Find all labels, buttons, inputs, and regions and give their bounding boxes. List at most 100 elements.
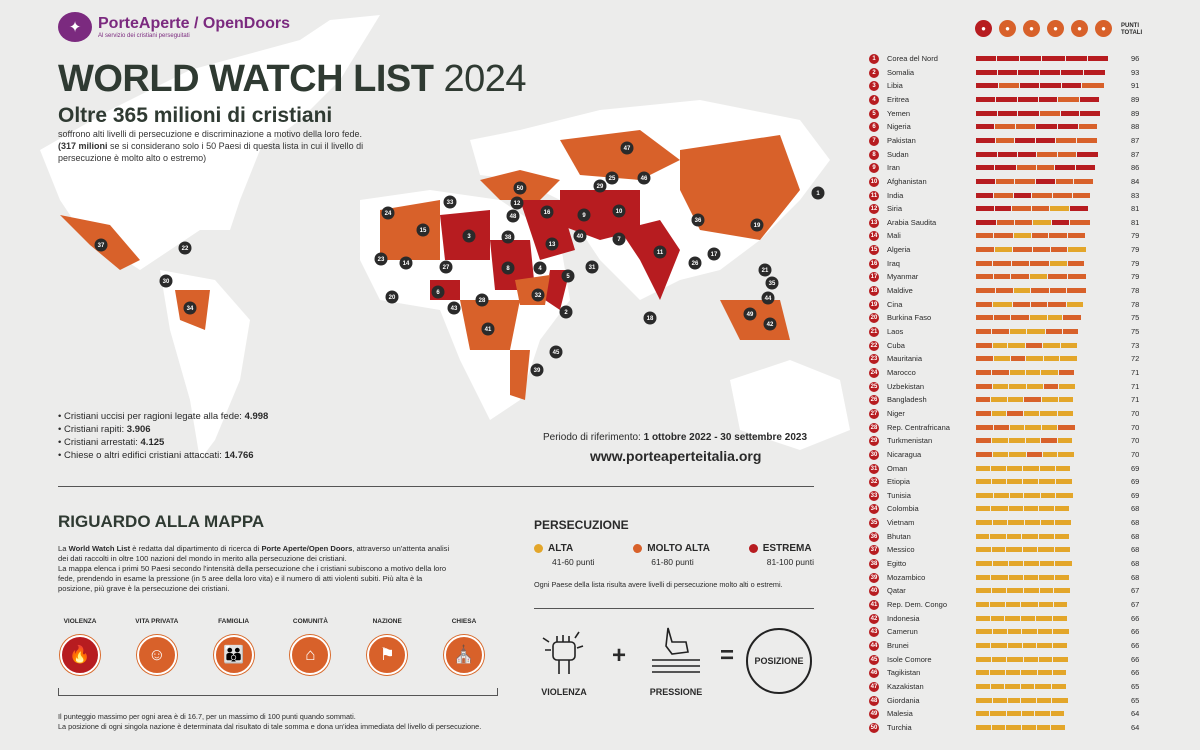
map-pin-marker <box>533 261 547 275</box>
rank-number: 12 <box>869 204 879 215</box>
website-link[interactable]: www.porteaperteitalia.org <box>590 448 762 464</box>
country-name: Corea del Nord <box>887 54 938 63</box>
score-segment <box>1021 533 1039 539</box>
ranking-row: 10 Afghanistan 84 <box>866 176 1181 188</box>
score-segment <box>976 656 992 662</box>
map-pin-marker <box>743 307 757 321</box>
total-score: 72 <box>1131 354 1140 364</box>
score-segment <box>1068 247 1087 253</box>
score-segment <box>1005 670 1020 676</box>
map-pin-marker <box>159 274 173 288</box>
score-segment <box>998 83 1020 89</box>
score-bar <box>976 424 1076 430</box>
map-pin-number: 20 <box>389 295 396 301</box>
persecution-levels: ALTA 41-60 punti MOLTO ALTA 61-80 punti … <box>534 543 814 567</box>
map-pin-marker <box>439 260 453 274</box>
score-segment <box>1026 342 1042 348</box>
ranking-row: 31 Oman 69 <box>866 463 1181 475</box>
stat-churches-attacked: • Chiese o altri edifici cristiani attac… <box>58 450 254 461</box>
country-name: Cina <box>887 299 903 309</box>
score-segment <box>976 561 993 567</box>
pillars-bracket <box>58 688 498 696</box>
country-name: Uzbekistan <box>887 381 925 391</box>
score-segment <box>1021 615 1035 621</box>
rank-number: 27 <box>869 408 879 419</box>
ranking-row: 7 Pakistan 87 <box>866 135 1181 147</box>
score-segment <box>1030 288 1049 294</box>
world-map: 1234567891011121314151617181920212223242… <box>40 15 850 460</box>
score-segment <box>1050 711 1064 717</box>
score-segment <box>976 260 992 266</box>
rank-number: 42 <box>869 613 879 624</box>
map-pin-number: 19 <box>754 223 761 229</box>
score-segment <box>993 561 1009 567</box>
score-segment <box>1015 219 1032 225</box>
ranking-row: 46 Tagikistan 66 <box>866 667 1181 679</box>
score-segment <box>976 588 992 594</box>
score-segment <box>1024 397 1042 403</box>
score-segment <box>1053 192 1072 198</box>
score-segment <box>1057 451 1074 457</box>
ranking-row: 43 Camerun 66 <box>866 626 1181 638</box>
score-segment <box>1007 410 1024 416</box>
score-segment <box>976 247 995 253</box>
score-bar <box>976 602 1068 607</box>
country-name: Sudan <box>887 149 909 159</box>
map-pin-number: 33 <box>447 200 454 206</box>
score-segment <box>1055 506 1070 512</box>
rank-number: 15 <box>869 245 879 256</box>
map-pin-marker <box>513 181 527 195</box>
score-segment <box>1036 151 1057 157</box>
pillar-community: COMUNITÀ ⌂ <box>272 618 348 675</box>
rank-number: 17 <box>869 272 879 283</box>
rank-number: 29 <box>869 436 879 447</box>
score-segment <box>991 683 1004 689</box>
country-name: Mali <box>887 231 901 241</box>
score-segment <box>976 438 991 444</box>
map-pin-marker <box>501 261 515 275</box>
rank-number: 26 <box>869 395 879 406</box>
score-segment <box>997 151 1018 157</box>
rank-number: 1 <box>869 54 879 64</box>
score-segment <box>1008 451 1026 457</box>
fish-logo-icon: ✦ <box>58 12 92 42</box>
score-segment <box>1043 356 1059 362</box>
score-segment <box>1016 124 1035 130</box>
ranking-row: 42 Indonesia 66 <box>866 613 1181 625</box>
score-bar <box>976 165 1096 171</box>
total-score: 71 <box>1131 395 1140 405</box>
rank-number: 34 <box>869 504 879 515</box>
rank-number: 9 <box>869 163 879 174</box>
formula-pressure: PRESSIONE <box>638 624 714 697</box>
score-segment <box>992 656 1006 662</box>
score-segment <box>1026 369 1041 375</box>
map-pin-number: 22 <box>182 246 189 252</box>
total-score: 79 <box>1131 258 1140 268</box>
rank-number: 49 <box>869 709 879 720</box>
map-pin-number: 21 <box>762 268 769 274</box>
score-segment <box>1055 574 1070 580</box>
rank-number: 22 <box>869 340 879 351</box>
map-pin-number: 40 <box>577 234 584 240</box>
map-pin-number: 13 <box>549 242 556 248</box>
ranking-row: 1 Corea del Nord 96 <box>866 53 1181 65</box>
score-segment <box>1076 165 1095 171</box>
pillar-nation: NAZIONE ⚑ <box>349 618 425 675</box>
total-score: 89 <box>1131 108 1140 118</box>
score-segment <box>1066 301 1084 307</box>
score-segment <box>1068 260 1084 266</box>
score-segment <box>1018 96 1039 102</box>
score-segment <box>1007 697 1021 703</box>
total-score: 93 <box>1131 67 1140 77</box>
map-pin-number: 30 <box>163 279 170 285</box>
score-segment <box>1077 151 1099 157</box>
score-segment <box>1021 697 1037 703</box>
score-segment <box>1010 424 1024 430</box>
total-score: 71 <box>1131 367 1140 377</box>
flag-icon: ● <box>1071 20 1088 37</box>
total-score: 84 <box>1131 176 1140 186</box>
total-score: 69 <box>1131 463 1140 473</box>
map-pin-marker <box>178 241 192 255</box>
total-score: 78 <box>1131 299 1140 309</box>
score-segment <box>1049 288 1066 294</box>
